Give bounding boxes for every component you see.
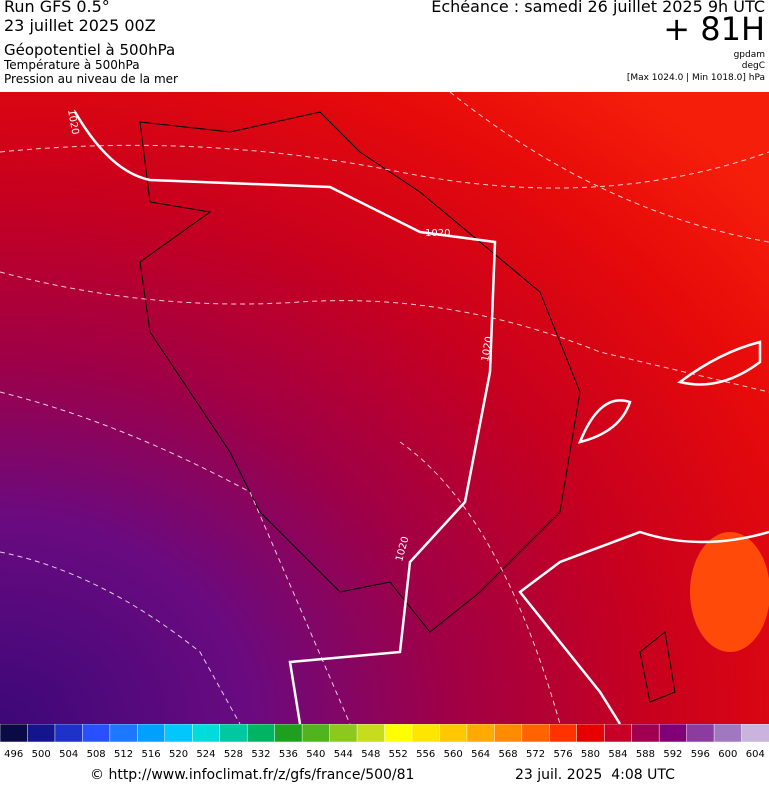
scale-label: 524 [196,749,215,760]
scale-label: 588 [636,749,655,760]
scale-swatch [713,724,743,743]
scale-swatch [686,724,715,743]
warm-area [690,532,769,652]
field-2: Température à 500hPa [4,58,140,72]
scale-swatch [439,724,468,743]
scale-label: 532 [251,749,270,760]
scale-label: 564 [471,749,490,760]
scale-label: 508 [87,749,106,760]
scale-swatch [301,724,331,743]
scale-label: 540 [306,749,325,760]
isobar [518,530,769,724]
timestamp: 23 juil. 2025 4:08 UTC [515,767,675,783]
corsica [639,631,676,703]
scale-label: 572 [526,749,545,760]
lead-time: + 81H [663,10,765,48]
scale-label: 604 [746,749,765,760]
scale-label: 512 [114,749,133,760]
scale-label: 500 [32,749,51,760]
scale-label: 560 [444,749,463,760]
scale-label: 536 [279,749,298,760]
contour-label: 1020 [425,228,450,239]
scale-swatch [631,724,660,743]
scale-swatch [658,724,688,743]
scale-label: 600 [718,749,737,760]
run-date: 23 juillet 2025 00Z [4,16,156,35]
source-url: © http://www.infoclimat.fr/z/gfs/france/… [90,767,415,783]
scale-swatch [137,724,166,743]
unit: degC [741,61,765,71]
coastline [139,111,581,633]
run-label: Run GFS 0.5° [4,0,110,16]
scale-swatch [549,724,578,743]
forecast-time: Echéance : samedi 26 juillet 2025 9h UTC [431,0,765,16]
isobar [73,111,497,724]
contour-label: 1020 [480,336,495,363]
scale-label: 580 [581,749,600,760]
unit: gpdam [733,50,765,60]
scale-swatch [0,724,29,743]
scale-swatch [603,724,633,743]
scale-swatch [192,724,221,743]
contour-label: 1020 [65,109,80,136]
scale-label: 584 [608,749,627,760]
scale-swatch [466,724,496,743]
scale-label: 520 [169,749,188,760]
map: 1020 1020 1020 1020 [0,92,769,724]
scale-swatch [54,724,84,743]
scale-swatch [356,724,386,743]
field-background [0,92,769,724]
scale-swatch [109,724,139,743]
scale-label: 548 [361,749,380,760]
scale-label: 568 [499,749,518,760]
scale-label: 556 [416,749,435,760]
scale-swatch [329,724,358,743]
scale-swatch [494,724,523,743]
scale-swatch [164,724,194,743]
scale-swatch [741,724,769,743]
scale-label: 592 [663,749,682,760]
scale-label: 552 [389,749,408,760]
scale-label: 544 [334,749,353,760]
scale-label: 516 [142,749,161,760]
isobar [677,340,762,386]
scale-swatch [521,724,551,743]
scale-swatch [246,724,276,743]
scale-label: 576 [553,749,572,760]
scale-swatch [274,724,303,743]
scale-label: 528 [224,749,243,760]
field-3: Pression au niveau de la mer [4,72,178,86]
scale-swatch [219,724,248,743]
unit: [Max 1024.0 | Min 1018.0] hPa [626,73,765,83]
color-scale: 496 500 504 508 512 516 520 524 528 532 536 540 544 5… [0,724,769,760]
scale-label: 504 [59,749,78,760]
scale-label: 596 [691,749,710,760]
field-1: Géopotentiel à 500hPa [4,41,176,59]
scale-swatch [576,724,605,743]
isobar [577,399,632,444]
scale-swatch [27,724,56,743]
scale-label: 496 [4,749,23,760]
scale-swatch [411,724,441,743]
scale-swatch [82,724,111,743]
scale-swatch [384,724,413,743]
